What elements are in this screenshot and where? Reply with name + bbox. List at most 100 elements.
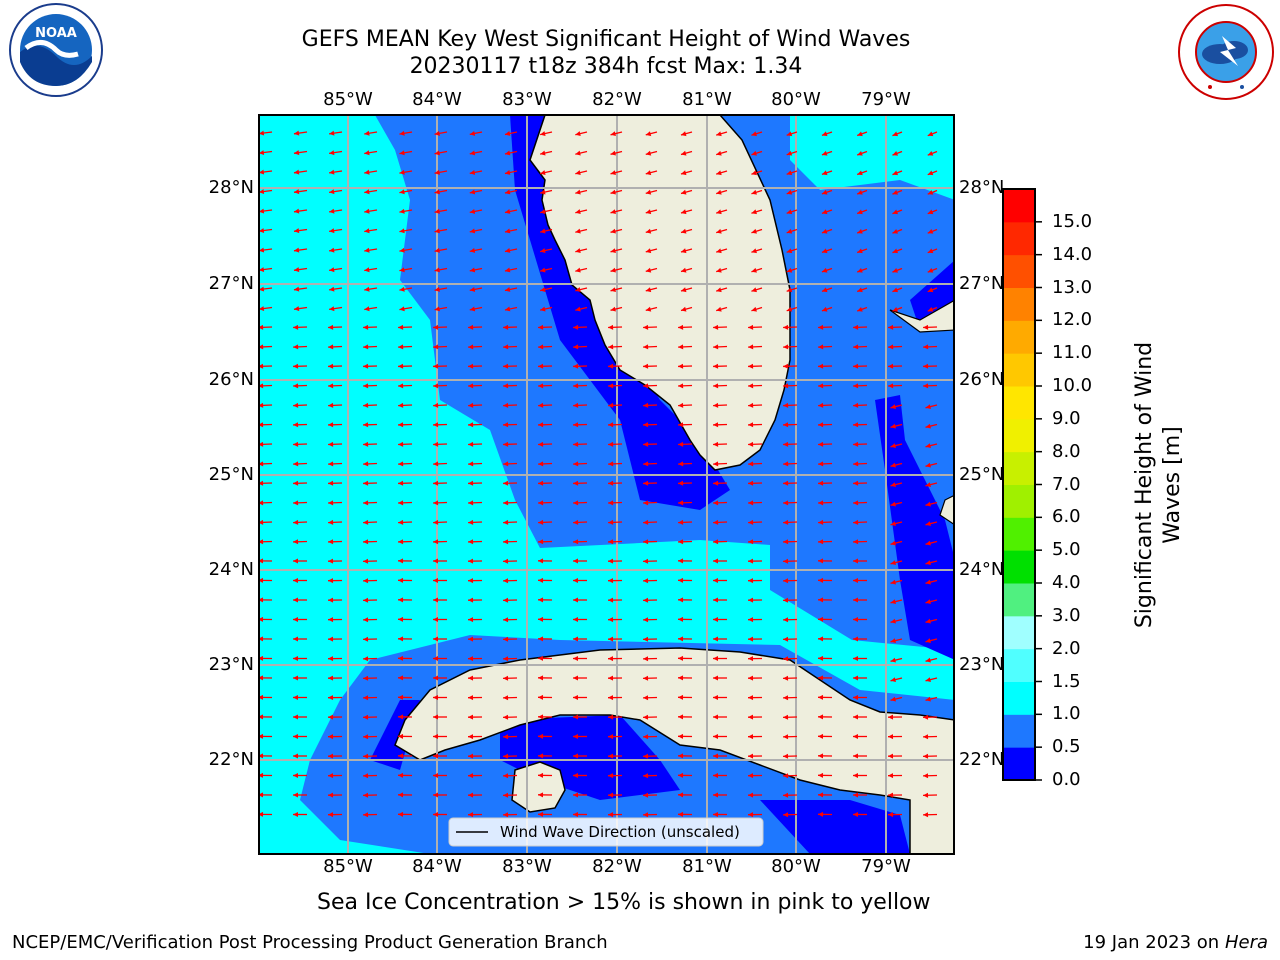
wind-wave-arrowhead [923,714,929,720]
wave-field-1-1.5m-ne [790,115,954,200]
wind-wave-arrowhead [503,578,509,584]
wind-wave-arrowhead [503,636,509,642]
lon-label-bottom: 79°W [861,856,911,877]
wind-wave-arrowhead [786,150,793,156]
colorbar-tick-label: 12.0 [1052,309,1093,331]
wind-wave-arrowhead [853,519,859,525]
wind-wave-arrowhead [853,578,858,583]
wind-wave-arrowhead [608,480,614,486]
footer-machine: Hera [1224,932,1268,953]
wind-wave-arrowhead [678,461,684,467]
wind-wave-arrowhead [259,519,264,525]
wind-wave-arrowhead [890,482,896,488]
lat-label-right: 28°N [959,177,1005,198]
wind-wave-arrowhead [433,344,439,350]
wind-wave-arrowhead [853,695,858,700]
wind-wave-arrowhead [927,229,934,234]
lat-label-left: 26°N [208,369,254,390]
wind-wave-arrowhead [716,306,722,312]
wind-wave-arrowhead [293,539,299,545]
wind-wave-arrowhead [857,209,863,215]
wind-wave-arrowhead [433,363,439,369]
lon-label-bottom: 82°W [592,856,642,877]
wind-wave-arrowhead [608,422,614,428]
wind-wave-arrowhead [293,150,300,156]
wind-wave-arrowhead [329,286,335,292]
wind-wave-arrowhead [748,363,754,369]
wind-wave-arrowhead [540,170,546,175]
wind-wave-arrowhead [363,636,369,642]
wind-wave-arrowhead [575,209,581,215]
wind-wave-arrowhead [328,324,334,330]
wind-wave-arrowhead [786,228,793,234]
wind-wave-arrowhead [259,383,264,389]
wind-wave-arrowhead [678,519,684,525]
wind-wave-arrowhead [538,714,544,720]
wind-wave-arrowhead [608,773,614,779]
wind-wave-arrowhead [293,734,298,739]
wind-wave-arrowhead [678,383,684,389]
wind-wave-arrowhead [468,441,474,447]
wind-wave-arrowhead [853,734,858,739]
wind-wave-arrowhead [398,714,404,720]
wind-wave-arrowhead [713,656,718,661]
lon-label-bottom: 81°W [682,856,732,877]
wind-wave-arrowhead [468,695,474,701]
wind-wave-arrowhead [259,324,264,330]
wind-wave-arrowhead [398,500,404,506]
wind-wave-arrowhead [608,363,614,369]
wind-wave-arrowhead [540,267,546,273]
wind-wave-arrowhead [783,558,789,564]
wind-wave-arrowhead [925,638,931,644]
wind-wave-arrowhead [713,636,718,642]
wind-wave-arrowhead [892,131,899,137]
wind-wave-arrowhead [643,480,649,486]
wind-wave-arrowhead [608,344,614,350]
wind-wave-arrowhead [468,656,474,662]
wind-wave-arrowhead [888,363,894,369]
wind-wave-arrowhead [927,170,934,176]
wind-wave-arrowhead [645,267,652,273]
wind-wave-arrowhead [433,441,439,447]
wind-wave-arrowhead [678,616,684,622]
colorbar-segment [1003,287,1035,321]
wind-wave-arrowhead [786,170,793,176]
wind-wave-arrowhead [923,792,929,798]
wind-wave-arrowhead [469,169,476,175]
wind-wave-arrowhead [857,170,863,176]
wind-wave-arrowhead [678,500,684,506]
wind-wave-arrowhead [608,539,614,545]
wind-wave-arrowhead [328,675,334,681]
wind-wave-arrowhead [469,208,476,214]
wind-wave-arrowhead [434,150,440,156]
wind-wave-arrowhead [540,248,546,253]
wind-wave-arrowhead [538,733,544,739]
wind-wave-arrowhead [678,636,684,642]
wind-wave-arrowhead [469,130,476,136]
wind-wave-arrowhead [923,773,929,779]
wind-wave-arrowhead [748,402,754,408]
wind-wave-arrowhead [853,383,859,389]
wind-wave-arrowhead [680,209,687,215]
wind-wave-arrowhead [259,286,265,292]
wind-wave-arrowhead [643,773,649,779]
wind-wave-arrowhead [716,228,722,234]
wind-wave-arrowhead [748,344,754,350]
wind-wave-arrowhead [713,753,718,759]
wind-wave-arrowhead [363,675,369,681]
wind-wave-arrowhead [645,189,652,195]
sea-ice-note: Sea Ice Concentration > 15% is shown in … [317,890,931,915]
wind-wave-arrowhead [713,402,719,408]
wind-wave-arrowhead [540,131,546,136]
wind-wave-arrowhead [713,714,718,720]
wind-wave-arrowhead [925,599,931,605]
wind-wave-arrowhead [821,306,828,312]
colorbar-tick-label: 3.0 [1052,604,1081,626]
wind-wave-arrowhead [783,363,789,369]
wind-wave-arrowhead [468,500,474,506]
wind-wave-arrowhead [925,404,931,410]
wind-wave-arrowhead [363,500,369,506]
wind-wave-arrowhead [259,344,264,350]
lat-label-left: 24°N [208,559,254,580]
